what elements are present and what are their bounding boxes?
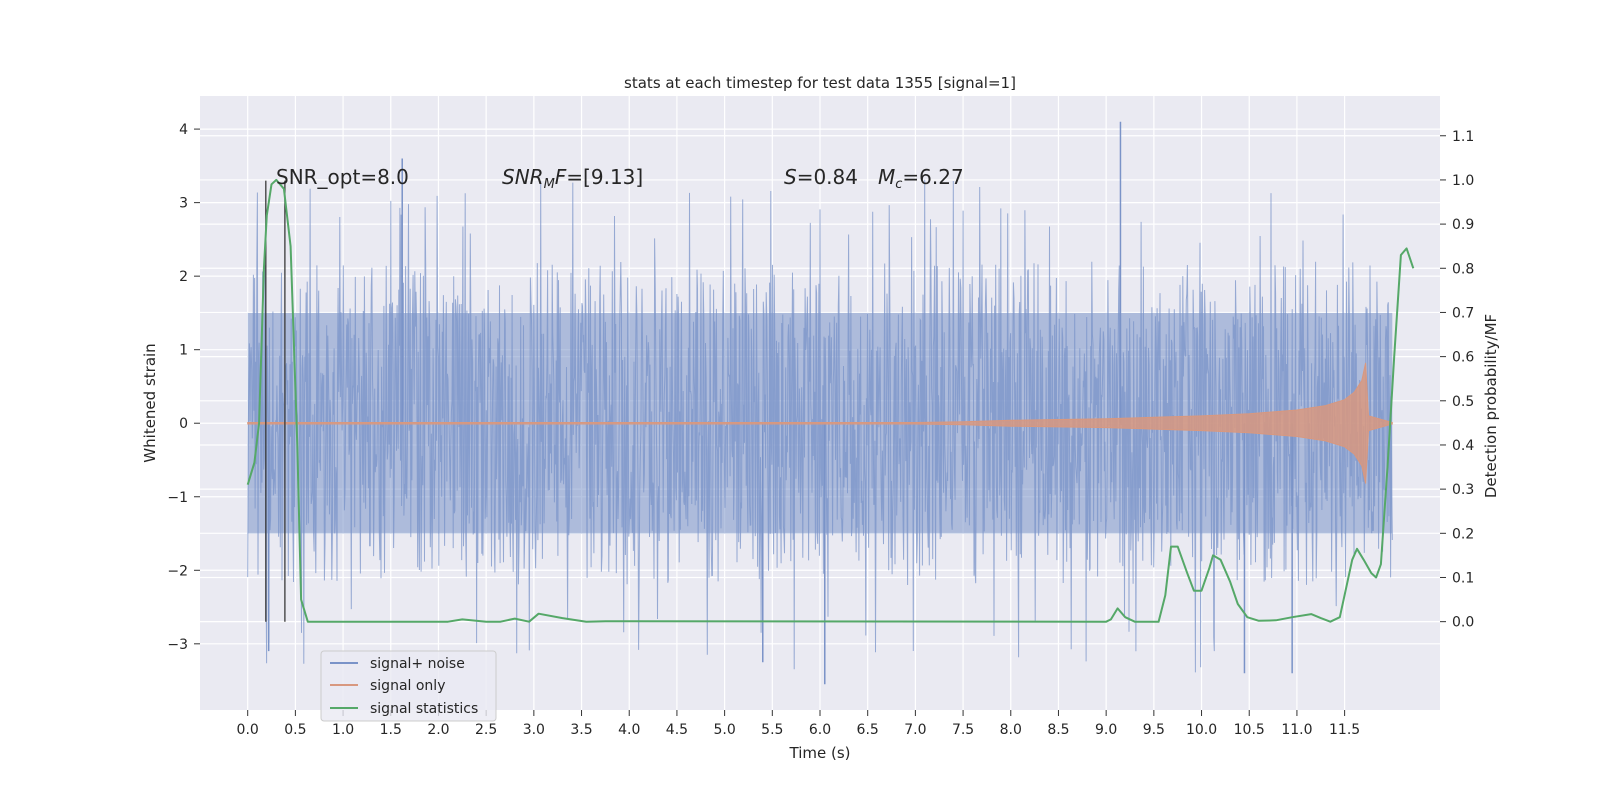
x-tick-label-2: 1.0 (332, 722, 354, 738)
x-tick-label-0: 0.0 (237, 722, 259, 738)
annotation-s-value: =0.84 (797, 165, 858, 189)
x-tick-label-23: 11.5 (1329, 722, 1360, 738)
signal-only-envelope (247, 362, 1393, 484)
y-right-tick-label-1: 0.1 (1452, 570, 1474, 586)
y-right-tick-label-2: 0.2 (1452, 526, 1474, 542)
annotation-snr-mf: SNRMF=[9.13] (502, 165, 643, 192)
x-tick-label-4: 2.0 (427, 722, 449, 738)
annotation-mc: Mc=6.27 (878, 165, 964, 192)
y-right-axis-ticks: 0.0 0.1 0.2 0.3 0.4 0.5 0.6 0.7 0.8 0.9 1.0 1.1 (1440, 129, 1474, 631)
signal-statistics-line (246, 178, 1415, 623)
y-right-tick-label-5: 0.5 (1452, 394, 1474, 410)
x-tick-label-22: 11.0 (1281, 722, 1312, 738)
y-left-tick-label-7: 4 (179, 122, 188, 138)
y-left-tick-label-4: 1 (179, 343, 188, 359)
y-left-tick-label-2: −1 (167, 490, 188, 506)
y-right-tick-label-4: 0.4 (1452, 438, 1474, 454)
x-tick-label-9: 4.5 (666, 722, 688, 738)
y-right-tick-label-10: 1.0 (1452, 173, 1474, 189)
x-tick-label-8: 4.0 (618, 722, 640, 738)
y-right-tick-label-7: 0.7 (1452, 305, 1474, 321)
y-left-tick-label-6: 3 (179, 196, 188, 212)
x-axis-ticks: 0.0 0.5 1.0 1.5 2.0 2.5 3.0 3.5 4.0 4.5 5.0 5.5 6.0 6… (237, 710, 1360, 738)
x-tick-label-16: 8.0 (1000, 722, 1022, 738)
y-right-tick-label-8: 0.8 (1452, 261, 1474, 277)
annotation-mc-value: =6.27 (902, 165, 963, 189)
vertical-markers (265, 180, 286, 622)
legend: signal+ noise signal only signal statist… (320, 650, 497, 722)
legend-label-signal-noise: signal+ noise (370, 656, 465, 672)
x-tick-label-12: 6.0 (809, 722, 831, 738)
x-tick-label-6: 3.0 (523, 722, 545, 738)
annotation-s: S=0.84 (784, 165, 858, 189)
x-tick-label-5: 2.5 (475, 722, 497, 738)
x-tick-label-1: 0.5 (284, 722, 306, 738)
x-tick-label-17: 8.5 (1047, 722, 1069, 738)
y-left-tick-label-3: 0 (179, 416, 188, 432)
x-tick-label-14: 7.0 (904, 722, 926, 738)
x-tick-label-19: 9.5 (1143, 722, 1165, 738)
x-tick-label-20: 10.0 (1186, 722, 1217, 738)
x-tick-label-18: 9.0 (1095, 722, 1117, 738)
y-right-tick-label-11: 1.1 (1452, 129, 1474, 145)
legend-label-signal-only: signal only (370, 678, 445, 694)
y-right-tick-label-9: 0.9 (1452, 217, 1474, 233)
x-tick-label-10: 5.0 (713, 722, 735, 738)
chart-title: stats at each timestep for test data 135… (624, 74, 1016, 92)
annotation-snr-opt: SNR_opt=8.0 (276, 165, 409, 189)
annotation-snr-mf-value: =[9.13] (566, 165, 643, 189)
x-tick-label-11: 5.5 (761, 722, 783, 738)
x-tick-label-21: 10.5 (1234, 722, 1265, 738)
x-tick-label-15: 7.5 (952, 722, 974, 738)
y-left-tick-label-0: −3 (167, 637, 188, 653)
x-axis-label: Time (s) (789, 744, 851, 762)
y-right-tick-label-6: 0.6 (1452, 350, 1474, 366)
x-tick-label-13: 6.5 (857, 722, 879, 738)
series-signal-statistics (246, 178, 1415, 623)
x-tick-label-7: 3.5 (570, 722, 592, 738)
y-left-tick-label-1: −2 (167, 563, 188, 579)
y-right-axis-label: Detection probability/MF (1482, 314, 1500, 498)
series-signal-only (247, 362, 1393, 484)
y-left-axis-ticks: −3 −2 −1 0 1 2 3 4 (167, 122, 200, 653)
x-tick-label-3: 1.5 (380, 722, 402, 738)
y-right-tick-label-0: 0.0 (1452, 615, 1474, 631)
y-right-tick-label-3: 0.3 (1452, 482, 1474, 498)
legend-box (320, 650, 497, 722)
legend-label-signal-statistics: signal statistics (370, 701, 478, 717)
y-left-axis-label: Whitened strain (141, 343, 159, 462)
y-left-tick-label-5: 2 (179, 269, 188, 285)
